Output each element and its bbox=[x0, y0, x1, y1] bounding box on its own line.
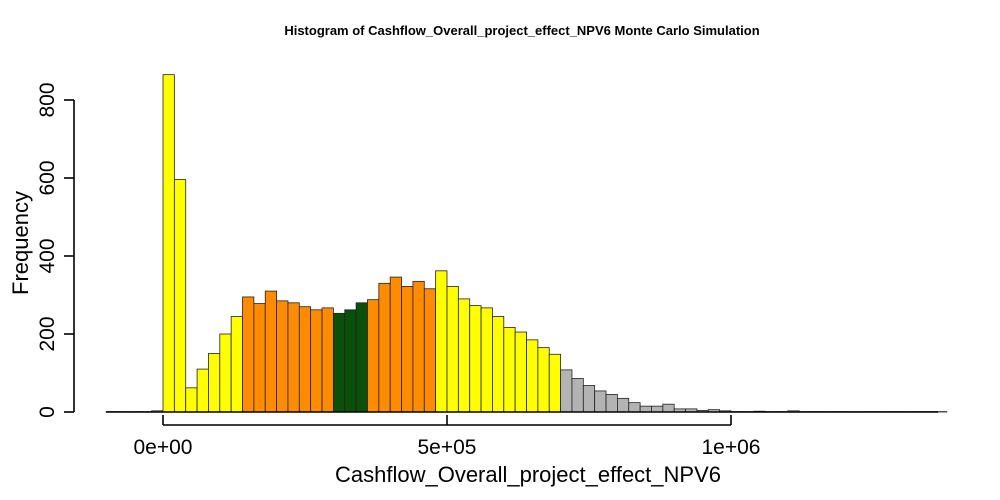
histogram-bar bbox=[219, 333, 232, 413]
histogram-bar bbox=[423, 288, 437, 413]
histogram-bar bbox=[469, 305, 482, 413]
y-tick-label: 200 bbox=[36, 316, 59, 351]
histogram-bar bbox=[514, 331, 527, 413]
histogram-bar bbox=[526, 339, 539, 413]
histogram-bar bbox=[208, 353, 221, 413]
histogram-bar bbox=[457, 298, 471, 413]
histogram-bar bbox=[162, 74, 175, 413]
histogram-bar bbox=[446, 286, 459, 413]
histogram-bar bbox=[242, 296, 255, 413]
histogram-bar bbox=[276, 300, 289, 413]
histogram-bar bbox=[628, 402, 641, 413]
histogram-bar bbox=[605, 394, 618, 413]
x-tick-label: 5e+05 bbox=[418, 436, 477, 459]
x-axis-label: Cashflow_Overall_project_effect_NPV6 bbox=[335, 462, 721, 487]
histogram-bar bbox=[287, 302, 300, 413]
histogram-bar bbox=[582, 385, 596, 413]
histogram-bar bbox=[264, 290, 277, 413]
y-tick-label: 400 bbox=[36, 238, 59, 273]
y-tick-label: 800 bbox=[36, 82, 59, 117]
histogram-bar bbox=[389, 276, 402, 413]
x-tick-label: 1e+06 bbox=[702, 436, 761, 459]
histogram-bar bbox=[651, 405, 664, 413]
histogram-bar bbox=[344, 309, 357, 413]
histogram-bar bbox=[367, 299, 380, 413]
histogram-bar bbox=[298, 306, 312, 413]
histogram-bar bbox=[548, 353, 561, 413]
histogram-bar bbox=[378, 282, 391, 413]
histogram-bar bbox=[435, 270, 448, 413]
histogram-bar bbox=[310, 309, 323, 413]
histogram-bar bbox=[401, 286, 414, 413]
histogram-bar bbox=[571, 378, 584, 413]
histogram-bar bbox=[503, 326, 516, 413]
histogram-bar bbox=[480, 307, 493, 413]
histogram-bar bbox=[355, 302, 368, 413]
histogram-bar bbox=[537, 347, 550, 413]
histogram-bar bbox=[185, 387, 198, 413]
x-tick-label: 0e+00 bbox=[134, 436, 193, 459]
bars-group bbox=[105, 74, 948, 413]
histogram-bar bbox=[230, 316, 243, 413]
histogram-bar bbox=[412, 280, 425, 413]
y-axis-label: Frequency bbox=[8, 191, 33, 295]
histogram-bar bbox=[560, 369, 573, 413]
histogram-bar bbox=[253, 303, 266, 413]
histogram-bar bbox=[196, 368, 209, 413]
histogram-bar bbox=[594, 390, 607, 413]
histogram-bar bbox=[173, 179, 187, 413]
y-tick-label: 600 bbox=[36, 160, 59, 195]
y-axis: 0 200 400 600 800 bbox=[36, 82, 75, 418]
histogram-bar bbox=[639, 405, 652, 413]
x-axis: 0e+00 5e+05 1e+06 bbox=[134, 415, 761, 459]
histogram-bar bbox=[662, 403, 675, 413]
chart-title: Histogram of Cashflow_Overall_project_ef… bbox=[284, 23, 759, 38]
y-tick-label: 0 bbox=[36, 406, 59, 418]
histogram-bar bbox=[492, 316, 505, 413]
histogram-bar bbox=[332, 312, 346, 413]
histogram-bar bbox=[617, 397, 630, 413]
histogram-bar bbox=[321, 307, 334, 413]
